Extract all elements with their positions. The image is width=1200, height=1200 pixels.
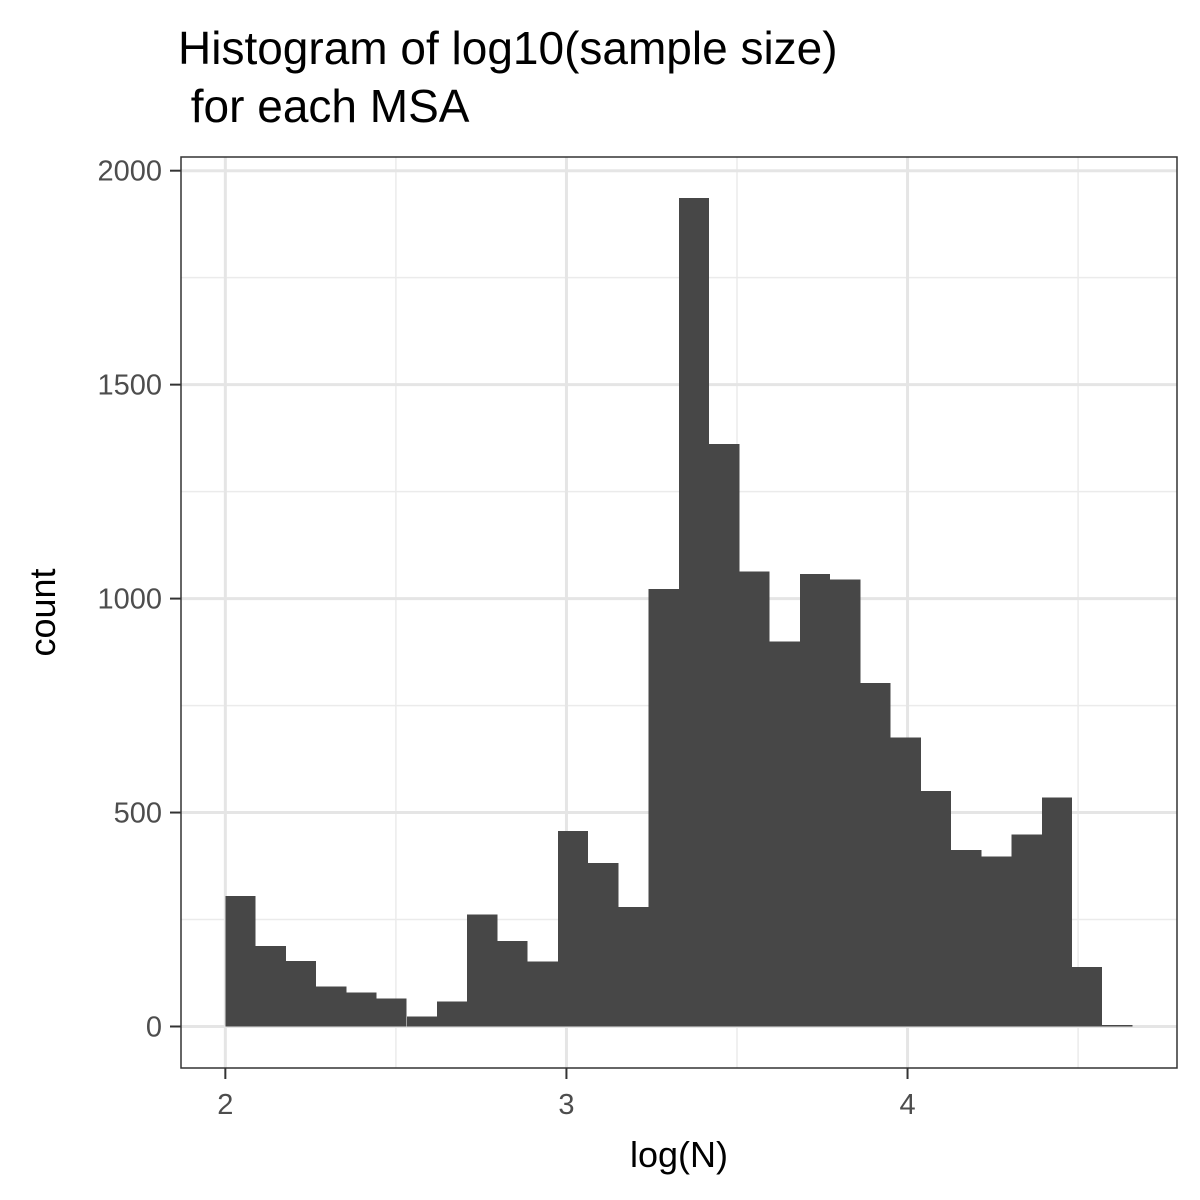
histogram-bar [376,998,407,1027]
chart-title-line-2: for each MSA [178,80,470,132]
x-tick-label: 2 [217,1089,233,1121]
panel-border [180,156,1178,1069]
histogram-bar [557,830,589,1027]
histogram-bar [316,986,347,1027]
histogram-bar [255,946,286,1027]
histogram-bar [1011,834,1042,1027]
y-tick-label: 1000 [97,584,162,616]
histogram-bar [618,907,649,1027]
histogram-bar [830,579,861,1027]
histogram-bar [951,849,982,1027]
histogram-bar [860,682,891,1027]
y-axis-title: count [22,568,63,656]
histogram-bar [225,895,256,1027]
x-tick-label: 3 [558,1089,574,1121]
histogram-bars [225,198,1133,1027]
histogram-bar [436,1001,468,1027]
histogram-bar [920,791,952,1027]
histogram-bar [497,940,528,1027]
histogram-bar [799,574,831,1027]
y-tick-label: 1500 [97,370,162,402]
histogram-bar [769,641,800,1027]
y-tick-label: 500 [114,798,162,830]
histogram-bar [285,961,317,1027]
chart-title-line-1: Histogram of log10(sample size) [178,22,838,74]
histogram-bar [346,992,377,1027]
axis-ticks: 0 500 1000 1500 2000 2 3 4 [97,156,915,1121]
histogram-bar [648,588,679,1027]
histogram-bar [709,444,740,1027]
histogram-bar [588,863,619,1027]
histogram-bar [981,856,1012,1027]
histogram-bar [406,1016,437,1027]
chart-title: Histogram of log10(sample size) for each… [178,22,838,132]
y-tick-label: 2000 [97,156,162,188]
histogram-bar [890,737,921,1027]
histogram-bar [1072,967,1103,1027]
y-tick-label: 0 [146,1011,162,1043]
x-tick-label: 4 [899,1089,915,1121]
histogram-bar [739,571,770,1027]
histogram-bar [1041,797,1072,1027]
histogram-bar [1102,1025,1133,1027]
histogram-bar [527,961,558,1027]
histogram-bar [678,198,710,1027]
histogram-bar [467,914,498,1027]
x-axis-title: log(N) [630,1134,728,1175]
